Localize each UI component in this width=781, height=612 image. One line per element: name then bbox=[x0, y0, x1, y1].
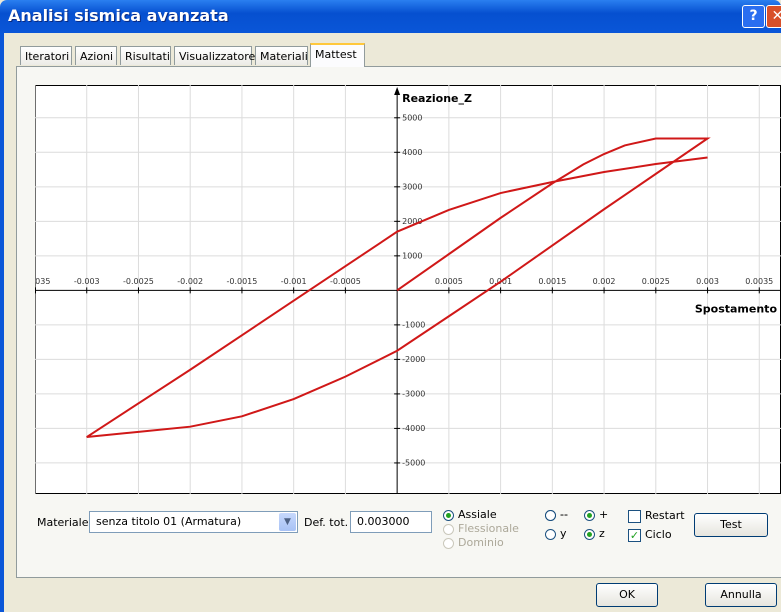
tab[interactable]: Risultati bbox=[120, 46, 171, 65]
radio[interactable] bbox=[545, 510, 556, 521]
ok-button[interactable]: OK bbox=[596, 583, 658, 607]
x-tick-label: 0.0035 bbox=[745, 277, 773, 286]
y-tick-label: -5000 bbox=[402, 458, 425, 467]
material-dropdown[interactable]: senza titolo 01 (Armatura) ▼ bbox=[89, 511, 298, 533]
x-tick-label: -0.001 bbox=[281, 277, 307, 286]
x-tick-label: -0.0025 bbox=[123, 277, 154, 286]
help-button[interactable]: ? bbox=[742, 5, 765, 28]
def-label: Def. tot. bbox=[304, 516, 349, 529]
x-tick-label: 0.0025 bbox=[642, 277, 670, 286]
window-border bbox=[0, 33, 4, 612]
y-tick-label: -1000 bbox=[402, 320, 425, 329]
checkbox[interactable]: ✓ bbox=[628, 529, 641, 542]
radio-label: Assiale bbox=[458, 508, 497, 521]
x-tick-label: -0.0005 bbox=[330, 277, 361, 286]
y-tick-label: 4000 bbox=[402, 148, 422, 157]
y-axis-title: Reazione_Z bbox=[402, 92, 472, 105]
x-tick-label: 0.0015 bbox=[538, 277, 566, 286]
y-tick-label: -2000 bbox=[402, 355, 425, 364]
chart: -0.0035 -0.003 -0.0025 -0.002 -0.0015 -0.001 -… bbox=[35, 85, 781, 494]
tab[interactable]: Azioni bbox=[75, 46, 117, 65]
radio-label: y bbox=[560, 527, 567, 540]
title-bar: Analisi sismica avanzata ? ✕ bbox=[0, 0, 781, 33]
y-tick-label: -3000 bbox=[402, 389, 425, 398]
window-title: Analisi sismica avanzata bbox=[8, 6, 229, 25]
x-tick-label: 0.0005 bbox=[435, 277, 463, 286]
radio-label: Flessionale bbox=[458, 522, 519, 535]
y-tick-label: 5000 bbox=[402, 113, 422, 122]
radio bbox=[443, 538, 454, 549]
checkbox-label: Ciclo bbox=[645, 528, 672, 541]
tab[interactable]: Materiali bbox=[255, 46, 308, 65]
x-axis-title: Spostamento bbox=[695, 302, 778, 315]
axis-arrow bbox=[394, 87, 401, 95]
x-tick-label: -0.003 bbox=[74, 277, 100, 286]
radio-label: Dominio bbox=[458, 536, 504, 549]
radio-label: z bbox=[599, 527, 605, 540]
material-value: senza titolo 01 (Armatura) bbox=[96, 515, 242, 528]
x-tick-label: 0.002 bbox=[593, 277, 616, 286]
y-tick-label: 1000 bbox=[402, 251, 422, 260]
checkbox-label: Restart bbox=[645, 509, 685, 522]
x-tick-label: 0.003 bbox=[696, 277, 719, 286]
y-tick-label: 2000 bbox=[402, 217, 422, 226]
tab[interactable]: Visualizzatore bbox=[174, 46, 255, 65]
tab[interactable]: Iteratori bbox=[20, 46, 72, 65]
material-label: Materiale bbox=[37, 516, 89, 529]
radio[interactable] bbox=[584, 529, 595, 540]
close-button[interactable]: ✕ bbox=[766, 5, 781, 28]
test-button[interactable]: Test bbox=[694, 513, 768, 537]
dropdown-arrow[interactable]: ▼ bbox=[279, 513, 296, 531]
radio[interactable] bbox=[443, 510, 454, 521]
radio-label: + bbox=[599, 508, 609, 521]
y-tick-label: -4000 bbox=[402, 424, 425, 433]
x-tick-label: -0.002 bbox=[177, 277, 203, 286]
cancel-button[interactable]: Annulla bbox=[705, 583, 777, 607]
radio[interactable] bbox=[545, 529, 556, 540]
radio-label: -- bbox=[560, 508, 568, 521]
plot-area bbox=[35, 85, 781, 494]
tab[interactable]: Mattest bbox=[310, 43, 365, 67]
x-tick-label: -0.0015 bbox=[226, 277, 257, 286]
checkbox[interactable] bbox=[628, 510, 641, 523]
radio bbox=[443, 524, 454, 535]
def-input[interactable]: 0.003000 bbox=[350, 511, 432, 533]
x-tick-label: -0.0035 bbox=[35, 277, 50, 286]
radio-label: -- bbox=[560, 508, 568, 521]
radio[interactable] bbox=[584, 510, 595, 521]
data-line bbox=[86, 137, 711, 439]
y-tick-label: 3000 bbox=[402, 182, 422, 191]
